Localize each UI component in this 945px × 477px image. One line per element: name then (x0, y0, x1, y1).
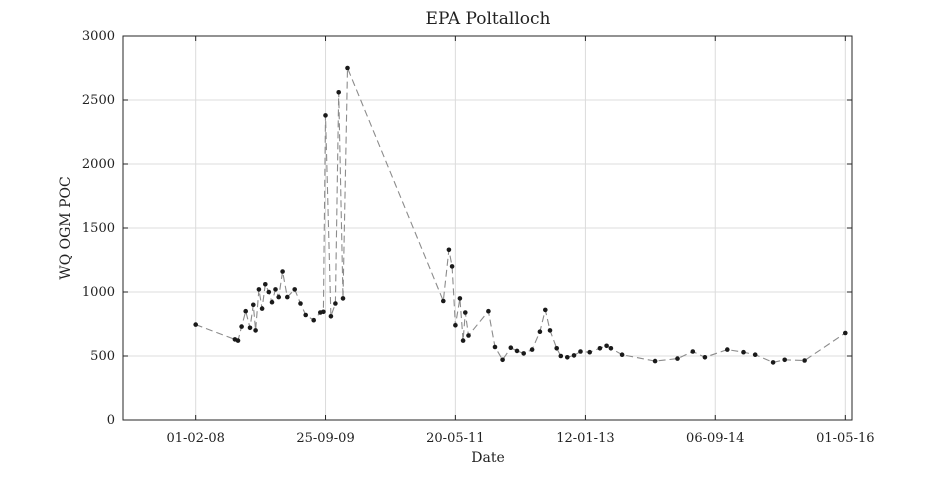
y-tick-label: 2500 (82, 93, 115, 108)
data-point (259, 306, 265, 311)
data-point (608, 346, 614, 351)
data-point (247, 325, 253, 331)
data-point (675, 356, 680, 361)
data-point (333, 301, 338, 306)
x-tick-label: 20-05-11 (426, 431, 484, 446)
data-point (578, 349, 583, 354)
y-axis-title: WQ OGM POC (58, 176, 74, 279)
data-point (266, 289, 272, 295)
data-point (303, 312, 309, 318)
y-tick-label: 3000 (82, 29, 115, 44)
data-point (529, 347, 535, 352)
data-point (273, 287, 278, 292)
data-point (547, 328, 553, 333)
grid (123, 35, 852, 421)
x-tick-label: 01-05-16 (816, 431, 874, 446)
data-point (328, 314, 334, 319)
data-point (466, 333, 471, 338)
axis-ticks: 0 500 1000 1500 2000 2500 3000 01-02-08 25-09-09… (82, 29, 875, 446)
data-point (725, 347, 730, 352)
data-point (558, 353, 564, 359)
data-point (269, 299, 275, 305)
data-point (340, 296, 346, 301)
data-point (508, 345, 514, 351)
data-point (285, 294, 290, 300)
data-point (702, 355, 708, 360)
data-point (619, 352, 625, 358)
data-point (587, 349, 592, 355)
data-point (604, 343, 609, 349)
data-point (500, 357, 505, 363)
data-point (441, 298, 446, 304)
data-point (311, 317, 317, 323)
data-point (256, 287, 262, 292)
data-point (802, 358, 807, 363)
data-point (752, 352, 758, 358)
data-point (537, 329, 543, 335)
data-point (486, 308, 491, 314)
data-point (652, 358, 658, 364)
data-point (770, 360, 776, 365)
data-point (345, 65, 350, 71)
x-tick-label: 12-01-13 (556, 431, 614, 446)
y-tick-label: 2000 (82, 157, 115, 172)
data-point (741, 349, 746, 355)
data-point (276, 294, 282, 300)
chart-title: EPA Poltalloch (426, 9, 551, 29)
data-point (243, 308, 248, 314)
data-point (449, 264, 455, 269)
x-tick-label: 25-09-09 (296, 431, 354, 446)
data-point (690, 349, 696, 354)
data-point (565, 355, 570, 360)
data-point (460, 338, 466, 343)
data-point (453, 323, 458, 328)
data-point (514, 348, 520, 354)
y-tick-label: 500 (90, 349, 115, 364)
data-point (446, 247, 452, 253)
data-point (336, 90, 342, 95)
data-point (251, 302, 256, 308)
data-point (235, 338, 241, 343)
data-point (457, 296, 463, 301)
data-point (193, 322, 198, 327)
data-point (492, 344, 498, 350)
data-point (782, 357, 787, 363)
data-point (463, 310, 468, 315)
data-point (571, 353, 577, 358)
data-point (263, 282, 268, 287)
data-point (280, 269, 285, 274)
data-point (323, 113, 328, 118)
x-tick-label: 06-09-14 (686, 431, 744, 446)
series-line (195, 67, 846, 363)
data-point (292, 287, 298, 292)
y-tick-label: 1500 (82, 221, 115, 236)
data-point (543, 307, 548, 313)
data-point (239, 324, 244, 329)
series-layer (193, 65, 848, 365)
data-point (253, 328, 258, 333)
data-point (521, 351, 526, 356)
data-point (843, 330, 848, 336)
data-point (321, 309, 326, 315)
y-tick-label: 1000 (82, 285, 115, 300)
data-point (298, 301, 303, 306)
data-point (597, 346, 603, 351)
y-tick-label: 0 (107, 413, 115, 428)
x-tick-label: 01-02-08 (166, 431, 224, 446)
x-axis-title: Date (471, 450, 504, 466)
data-point (554, 346, 559, 351)
